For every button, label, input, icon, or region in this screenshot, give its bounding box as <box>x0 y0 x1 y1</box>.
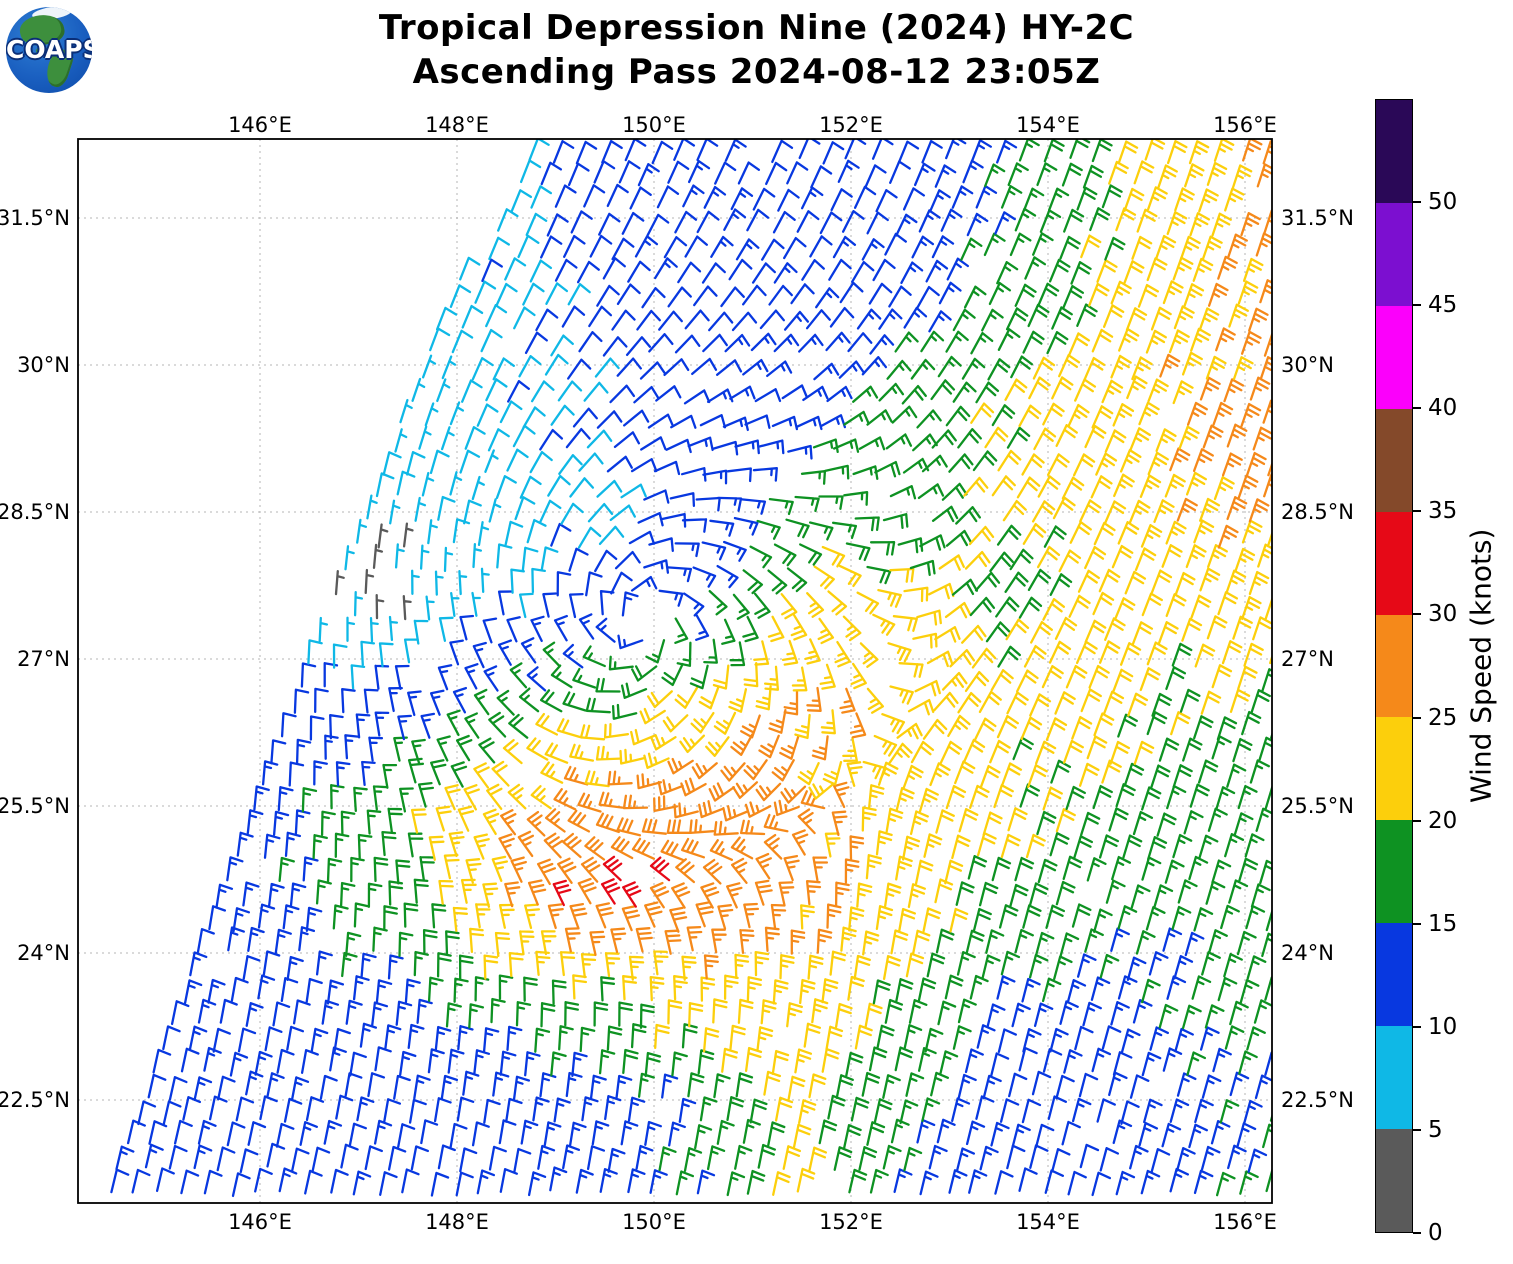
lat-tick-right-27°N: 27°N <box>1281 647 1334 671</box>
colorbar-segment-1 <box>1376 1026 1412 1130</box>
colorbar-title: Wind Speed (knots) <box>1464 528 1498 804</box>
colorbar-segment-2 <box>1376 923 1412 1027</box>
colorbar-segment-10 <box>1376 100 1412 203</box>
colorbar-ticklabel-30: 30 <box>1428 601 1458 628</box>
colorbar-tickmark-5 <box>1413 1128 1421 1131</box>
colorbar-tickmark-0 <box>1413 1232 1421 1234</box>
lat-tick-right-24°N: 24°N <box>1281 941 1334 965</box>
lat-tick-right-30°N: 30°N <box>1281 353 1334 377</box>
lat-tick-left-24°N: 24°N <box>17 941 70 965</box>
lon-tick-top-148°E: 148°E <box>425 113 489 137</box>
colorbar-segment-4 <box>1376 717 1412 821</box>
lat-tick-right-22.5°N: 22.5°N <box>1281 1088 1354 1112</box>
lon-tick-top-152°E: 152°E <box>819 113 883 137</box>
wind-barbs <box>110 139 1272 1198</box>
lon-tick-bottom-150°E: 150°E <box>622 1210 686 1234</box>
lat-tick-left-22.5°N: 22.5°N <box>0 1088 70 1112</box>
logo-land-shape <box>36 47 48 55</box>
colorbar-tickmark-40 <box>1413 407 1421 410</box>
colorbar-segment-6 <box>1376 511 1412 615</box>
colorbar-segment-3 <box>1376 820 1412 924</box>
colorbar-ticklabel-25: 25 <box>1428 704 1458 731</box>
colorbar-ticklabel-45: 45 <box>1428 292 1458 319</box>
colorbar-ticklabel-35: 35 <box>1428 498 1458 525</box>
lon-tick-top-150°E: 150°E <box>622 113 686 137</box>
lon-tick-top-146°E: 146°E <box>228 113 292 137</box>
plot-subtitle: Ascending Pass 2024-08-12 23:05Z <box>412 52 1101 92</box>
colorbar-tickmark-20 <box>1413 819 1421 822</box>
lat-tick-right-28.5°N: 28.5°N <box>1281 500 1354 524</box>
plot-title: Tropical Depression Nine (2024) HY-2C <box>378 8 1135 48</box>
lat-tick-left-30°N: 30°N <box>17 353 70 377</box>
colorbar-ticklabel-40: 40 <box>1428 395 1458 422</box>
lat-tick-left-31.5°N: 31.5°N <box>0 206 70 230</box>
plot-area <box>78 139 1272 1203</box>
colorbar-ticklabel-15: 15 <box>1428 910 1458 937</box>
lon-tick-bottom-152°E: 152°E <box>819 1210 883 1234</box>
colorbar-tickmark-35 <box>1413 510 1421 513</box>
lat-tick-left-28.5°N: 28.5°N <box>0 500 70 524</box>
colorbar-segment-0 <box>1376 1129 1412 1232</box>
colorbar-segment-5 <box>1376 614 1412 718</box>
logo-text: COAPS <box>6 35 92 64</box>
colorbar-ticklabel-50: 50 <box>1428 189 1458 216</box>
colorbar-tickmark-45 <box>1413 304 1421 307</box>
colorbar <box>1375 99 1413 1233</box>
lon-tick-bottom-154°E: 154°E <box>1016 1210 1080 1234</box>
lat-tick-left-27°N: 27°N <box>17 647 70 671</box>
lat-tick-right-31.5°N: 31.5°N <box>1281 206 1354 230</box>
plot-border <box>77 138 1273 1204</box>
colorbar-ticklabel-20: 20 <box>1428 807 1458 834</box>
colorbar-ticklabel-10: 10 <box>1428 1013 1458 1040</box>
colorbar-tickmark-50 <box>1413 201 1421 204</box>
lat-tick-right-25.5°N: 25.5°N <box>1281 794 1354 818</box>
lon-tick-bottom-156°E: 156°E <box>1213 1210 1277 1234</box>
colorbar-tickmark-15 <box>1413 922 1421 925</box>
lon-tick-top-154°E: 154°E <box>1016 113 1080 137</box>
colorbar-tickmark-30 <box>1413 613 1421 616</box>
colorbar-segment-9 <box>1376 202 1412 306</box>
colorbar-segment-8 <box>1376 305 1412 409</box>
colorbar-tickmark-10 <box>1413 1025 1421 1028</box>
colorbar-ticklabel-5: 5 <box>1428 1116 1443 1143</box>
lat-tick-left-25.5°N: 25.5°N <box>0 794 70 818</box>
lon-tick-top-156°E: 156°E <box>1213 113 1277 137</box>
colorbar-ticklabel-0: 0 <box>1428 1220 1443 1246</box>
lon-tick-bottom-146°E: 146°E <box>228 1210 292 1234</box>
coaps-logo: COAPS <box>6 7 92 93</box>
colorbar-tickmark-25 <box>1413 716 1421 719</box>
lon-tick-bottom-148°E: 148°E <box>425 1210 489 1234</box>
colorbar-segment-7 <box>1376 408 1412 512</box>
